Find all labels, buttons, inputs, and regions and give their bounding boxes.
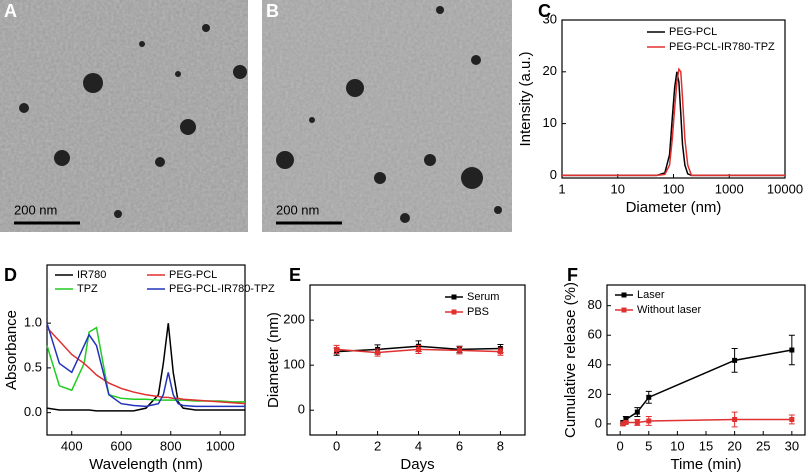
plot-frame (46, 264, 246, 436)
scale-bar-label: 200 nm (276, 202, 319, 217)
data-point (732, 357, 738, 363)
x-tick-label: 400 (61, 438, 83, 453)
legend-label: PEG-PCL-IR780-TPZ (169, 283, 275, 295)
legend-label: IR780 (77, 269, 106, 281)
x-tick-label: 800 (160, 438, 182, 453)
y-tick-label: 30 (543, 11, 557, 26)
x-tick-label: 600 (110, 438, 132, 453)
panel-label: E (289, 265, 301, 285)
panel-label: C (538, 1, 551, 21)
data-point (623, 419, 629, 425)
y-axis-title: Cumulative release (%) (562, 282, 579, 438)
legend-label: PEG-PCL-IR780-TPZ (669, 41, 775, 53)
data-point (634, 419, 640, 425)
legend-label: Serum (467, 291, 499, 303)
legend-marker (451, 294, 457, 300)
x-tick-label: 5 (645, 438, 652, 453)
legend-label: PBS (467, 306, 489, 318)
data-point (634, 409, 640, 415)
y-tick-label: 0.0 (24, 404, 42, 419)
x-axis-title: Wavelength (nm) (89, 456, 203, 473)
data-line (562, 67, 785, 177)
x-tick-label: 25 (756, 438, 770, 453)
data-point (732, 416, 738, 422)
data-point (334, 346, 340, 352)
y-tick-label: 0 (550, 167, 557, 182)
legend-marker (451, 309, 457, 315)
legend-marker (621, 307, 627, 313)
y-axis-title: Intensity (a.u.) (517, 51, 534, 146)
data-line (46, 326, 245, 403)
data-line (46, 327, 246, 405)
panel-label: F (567, 265, 578, 285)
legend-label: TPZ (77, 283, 98, 295)
y-tick-label: 200 (283, 312, 305, 327)
x-tick-label: 8 (497, 438, 504, 453)
y-tick-label: 1.0 (24, 315, 42, 330)
x-tick-label: 30 (785, 438, 799, 453)
panel-label: D (4, 265, 17, 285)
chart-panel: E 0 100 200 0 2 4 6 8 Days Diameter (nm) Serum PBS (265, 265, 526, 473)
x-tick-label: 1 (558, 181, 565, 196)
x-tick-label: 1000 (206, 438, 235, 453)
x-tick-label: 2 (374, 438, 381, 453)
y-tick-label: 0.5 (24, 359, 42, 374)
x-tick-label: 0 (333, 438, 340, 453)
legend-marker (621, 292, 627, 298)
data-point (375, 350, 381, 356)
data-point (416, 346, 422, 352)
data-point (646, 394, 652, 400)
data-point (789, 416, 795, 422)
y-tick-label: 40 (588, 356, 602, 371)
x-tick-label: 6 (456, 438, 463, 453)
x-tick-label: 1000 (715, 181, 744, 196)
legend-label: PEG-PCL (669, 26, 717, 38)
x-axis-title: Time (min) (670, 456, 741, 473)
data-point (497, 349, 503, 355)
data-point (623, 416, 629, 422)
scale-bar-label: 200 nm (14, 202, 57, 217)
x-tick-label: 15 (699, 438, 713, 453)
y-tick-label: 0 (298, 402, 305, 417)
data-point (789, 347, 795, 353)
legend-label: Without laser (637, 304, 702, 316)
x-tick-label: 10 (670, 438, 684, 453)
x-tick-label: 10000 (767, 181, 803, 196)
x-tick-label: 0 (617, 438, 624, 453)
data-line (46, 323, 245, 412)
data-line (46, 322, 245, 408)
tem-image-a: 200 nm A (0, 0, 248, 232)
data-point (456, 347, 462, 353)
x-axis-title: Diameter (nm) (626, 199, 722, 216)
tem-image-b: 200 nm B (262, 0, 512, 232)
x-tick-label: 100 (663, 181, 685, 196)
data-line (622, 349, 792, 423)
panel-label: B (266, 1, 279, 21)
y-tick-label: 0 (595, 415, 602, 430)
y-tick-label: 20 (543, 63, 557, 78)
x-tick-label: 20 (727, 438, 741, 453)
chart-panel: F 0 20 40 60 80 0 5 10 15 20 25 30 Time (min) Cumulati… (562, 265, 806, 473)
y-tick-label: 100 (283, 357, 305, 372)
y-axis-title: Absorbance (3, 310, 20, 390)
x-axis-title: Days (400, 456, 434, 473)
y-tick-label: 60 (588, 327, 602, 342)
x-tick-label: 10 (611, 181, 625, 196)
chart-panel: C 0 10 20 30 1 10 100 1000 10000 Diameter (nm) Inte… (517, 1, 803, 216)
y-tick-label: 10 (543, 115, 557, 130)
y-axis-title: Diameter (nm) (265, 312, 282, 408)
x-tick-label: 4 (415, 438, 422, 453)
panel-label: A (4, 1, 17, 21)
y-tick-label: 80 (588, 297, 602, 312)
legend-label: Laser (637, 289, 665, 301)
legend-label: PEG-PCL (169, 269, 217, 281)
plot-frame (309, 284, 526, 436)
y-tick-label: 20 (588, 386, 602, 401)
data-point (646, 418, 652, 424)
